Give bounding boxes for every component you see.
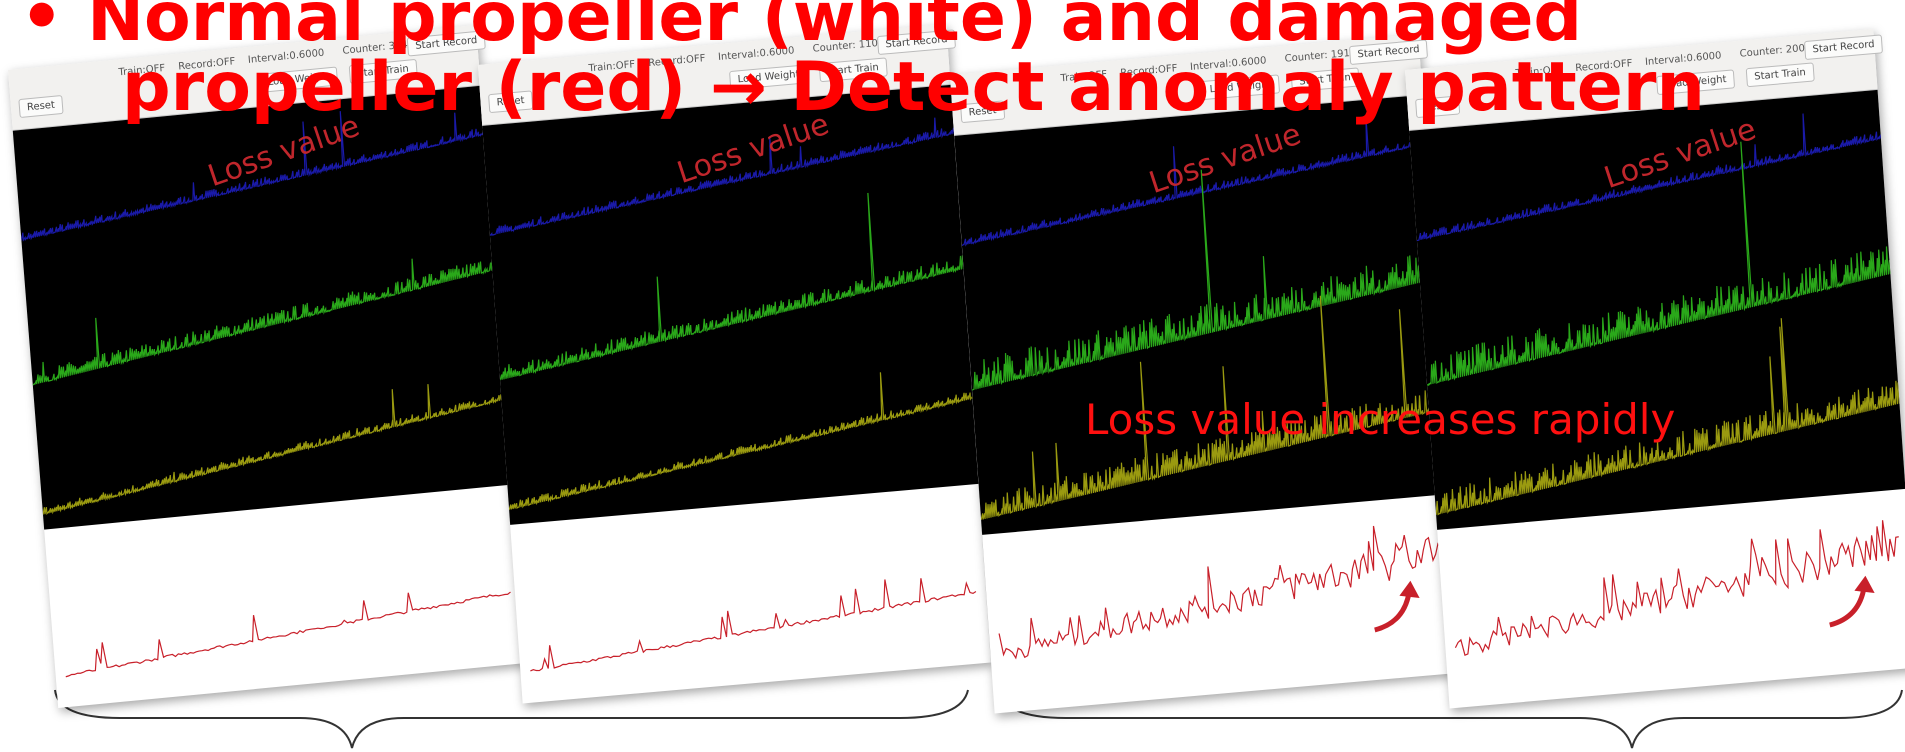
button[interactable]: Start Train	[1746, 62, 1815, 87]
arrow-head	[1398, 580, 1419, 600]
loss-trace	[526, 572, 979, 672]
arrow-shaft	[1372, 592, 1411, 630]
slide: {"title": {"lines": ["• Normal propeller…	[0, 0, 1905, 752]
arrow	[1366, 575, 1430, 640]
button[interactable]: Start Record	[1804, 34, 1883, 60]
yellow-trace	[502, 364, 978, 509]
green-trace	[489, 185, 968, 380]
annotation: Loss value increases rapidly	[1085, 395, 1675, 444]
arrow	[1821, 570, 1885, 635]
arrow-shaft	[1827, 587, 1866, 625]
arrow-head	[1853, 575, 1874, 595]
loss-trace	[62, 583, 514, 677]
green-trace	[26, 251, 501, 385]
status-label: Counter: 2009	[1739, 43, 1811, 60]
brace	[55, 690, 968, 748]
button[interactable]: Reset	[18, 95, 63, 118]
title-line: propeller (red) → Detect anomaly pattern	[122, 48, 1705, 127]
